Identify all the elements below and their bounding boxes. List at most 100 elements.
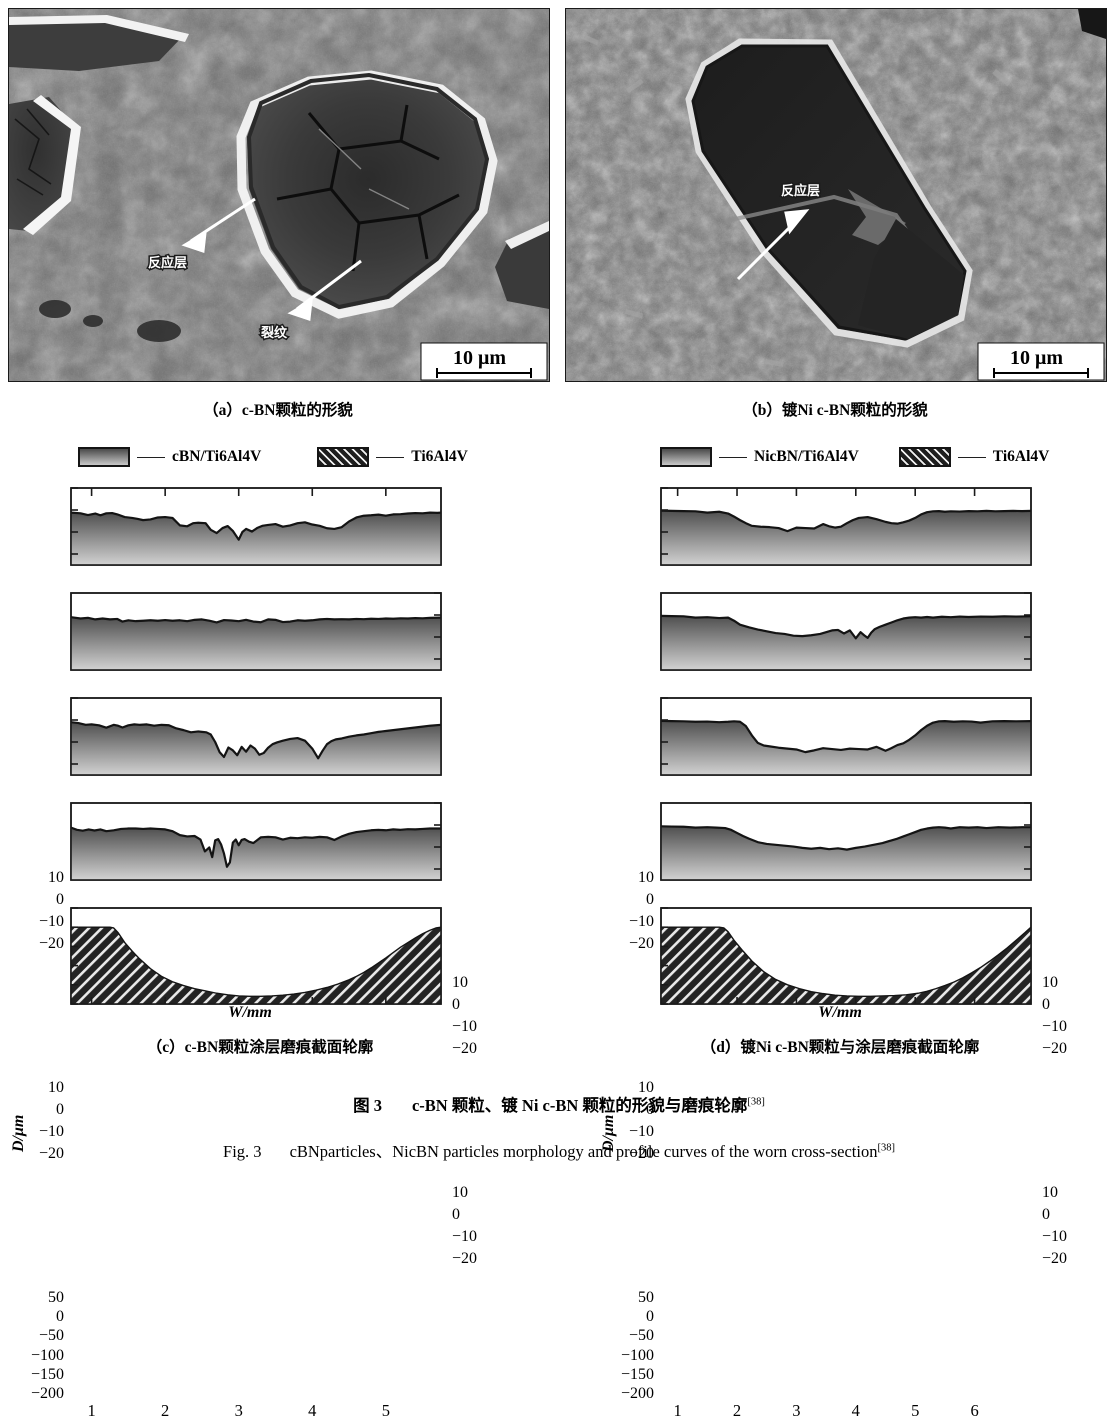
plot-area-d — [660, 487, 1032, 1005]
y-tick-c-4-10: 10 — [452, 1184, 468, 1201]
subpanel-c-3 — [70, 697, 442, 776]
legend-dash-icon — [957, 456, 986, 458]
x-tick-d-1: 1 — [673, 1401, 682, 1420]
y-tick-c-5--200: −200 — [30, 1385, 64, 1402]
y-tick-c-3--10: −10 — [38, 1123, 64, 1140]
x-axis-label-c: W/mm — [228, 1004, 272, 1021]
y-tick-c-5-0: 0 — [56, 1308, 64, 1326]
x-tick-d-5: 5 — [911, 1401, 920, 1420]
panel-caption-a: （a）c-BN颗粒的形貌 — [203, 402, 353, 419]
y-tick-d-5--150: −150 — [620, 1365, 654, 1383]
y-tick-d-5--200: −200 — [620, 1385, 654, 1402]
profile-charts-row: cBN/Ti6Al4V Ti6Al4V NicBN/Ti6Al4V Ti6Al4… — [0, 392, 1118, 1420]
legend-entry-c-1: Ti6Al4V — [317, 447, 468, 467]
sem-image-a-graphic: 反应层 裂纹 10 μm — [9, 9, 549, 381]
y-tick-c-5--50: −50 — [38, 1327, 64, 1345]
x-tick-c-3: 3 — [234, 1401, 243, 1420]
y-tick-c-2--20: −20 — [452, 1040, 478, 1057]
y-tick-d-1--10: −10 — [628, 913, 654, 930]
legend-dash-icon — [137, 456, 165, 458]
figure-caption-en-ref: [38] — [877, 1142, 895, 1154]
sem-image-a: 反应层 裂纹 10 μm — [8, 8, 550, 382]
figure-caption-cn-ref: [38] — [747, 1096, 765, 1108]
y-tick-d-2--10: −10 — [1042, 1018, 1068, 1035]
legend-label-c-1: Ti6Al4V — [411, 448, 468, 465]
subpanel-c-2 — [70, 592, 442, 671]
sem-image-b: 反应层 10 μm — [565, 8, 1107, 382]
legend-dash-icon — [376, 456, 405, 458]
y-tick-c-3--20: −20 — [38, 1145, 64, 1162]
y-tick-c-5--150: −150 — [30, 1365, 64, 1383]
panel-caption-b: （b）镀Ni c-BN颗粒的形貌 — [742, 402, 928, 419]
legend-entry-d-1: Ti6Al4V — [898, 447, 1049, 467]
x-tick-d-6: 6 — [970, 1401, 979, 1420]
sem-image-b-graphic: 反应层 10 μm — [566, 9, 1106, 381]
y-tick-c-5-50: 50 — [48, 1289, 64, 1306]
y-tick-d-4-0: 0 — [1042, 1206, 1050, 1223]
subpanel-d-5 — [660, 907, 1032, 1005]
y-tick-d-3--10: −10 — [628, 1123, 654, 1140]
x-tick-d-4: 4 — [851, 1401, 860, 1420]
y-tick-d-5--50: −50 — [628, 1327, 654, 1345]
y-tick-c-5--100: −100 — [30, 1346, 64, 1364]
y-tick-d-5-0: 0 — [646, 1308, 654, 1326]
x-axis-label-d: W/mm — [818, 1004, 862, 1021]
y-tick-c-2-10: 10 — [452, 974, 468, 991]
y-tick-d-3-0: 0 — [646, 1101, 654, 1118]
subpanel-d-3 — [660, 697, 1032, 776]
y-tick-d-3--20: −20 — [628, 1145, 654, 1162]
y-tick-d-1-10: 10 — [638, 869, 654, 886]
subpanel-d-2 — [660, 592, 1032, 671]
sem-a-scalebar-label: 10 μm — [453, 347, 506, 369]
y-tick-d-5--100: −100 — [620, 1346, 654, 1364]
y-tick-c-3-10: 10 — [48, 1079, 64, 1096]
legend-chart-d: NicBN/Ti6Al4V Ti6Al4V — [660, 444, 1049, 470]
legend-dash-icon — [719, 456, 747, 458]
subpanel-c-1 — [70, 487, 442, 566]
panel-caption-d: （d）镀Ni c-BN颗粒与涂层磨痕截面轮廓 — [700, 1039, 980, 1056]
legend-swatch-gradient — [660, 447, 712, 467]
y-tick-c-1-10: 10 — [48, 869, 64, 886]
legend-entry-d-0: NicBN/Ti6Al4V — [660, 447, 859, 467]
y-tick-d-2--20: −20 — [1042, 1040, 1068, 1057]
y-tick-c-1-0: 0 — [56, 891, 64, 908]
legend-label-c-0: cBN/Ti6Al4V — [172, 448, 262, 465]
x-tick-d-3: 3 — [792, 1401, 801, 1420]
sem-b-scalebar-label: 10 μm — [1010, 347, 1063, 369]
figure-caption-en-text: cBNparticles、NicBN particles morphology … — [289, 1142, 878, 1161]
y-tick-d-1--20: −20 — [628, 935, 654, 952]
x-tick-c-2: 2 — [161, 1401, 170, 1420]
y-tick-c-3-0: 0 — [56, 1101, 64, 1118]
figure-caption-cn-text: c-BN 颗粒、镀 Ni c-BN 颗粒的形貌与磨痕轮廓 — [411, 1096, 748, 1115]
legend-swatch-hatch — [317, 447, 370, 467]
y-tick-d-1-0: 0 — [646, 891, 654, 908]
subpanel-c-5 — [70, 907, 442, 1005]
sem-image-row: 反应层 裂纹 10 μm — [0, 0, 1118, 419]
subpanel-c-4 — [70, 802, 442, 881]
sem-a-annotation-0: 反应层 — [148, 255, 187, 270]
sem-b-annotation-0: 反应层 — [781, 183, 820, 198]
figure-caption-en-prefix: Fig. 3 — [223, 1142, 262, 1161]
legend-entry-c-0: cBN/Ti6Al4V — [78, 447, 261, 467]
y-tick-c-4--20: −20 — [452, 1250, 478, 1267]
x-tick-c-5: 5 — [381, 1401, 390, 1420]
figure-caption-cn-prefix: 图 3 — [353, 1096, 382, 1115]
y-tick-d-4-10: 10 — [1042, 1184, 1058, 1201]
y-tick-d-2-10: 10 — [1042, 974, 1058, 991]
x-tick-d-2: 2 — [732, 1401, 742, 1420]
panel-caption-c: （c）c-BN颗粒涂层磨痕截面轮廓 — [146, 1039, 374, 1056]
y-tick-c-1--20: −20 — [38, 935, 64, 952]
y-tick-c-4-0: 0 — [452, 1206, 460, 1223]
x-tick-c-4: 4 — [308, 1401, 317, 1420]
legend-swatch-gradient — [78, 447, 130, 467]
sem-a-annotation-1: 裂纹 — [260, 325, 288, 340]
y-tick-d-4--10: −10 — [1042, 1228, 1068, 1245]
legend-swatch-hatch — [898, 447, 951, 467]
y-tick-d-2-0: 0 — [1042, 996, 1050, 1013]
subpanel-d-1 — [660, 487, 1032, 566]
y-tick-d-3-10: 10 — [638, 1079, 654, 1096]
x-tick-c-1: 1 — [87, 1401, 96, 1420]
y-tick-d-5-50: 50 — [638, 1289, 654, 1306]
figure-caption-en: Fig. 3 cBNparticles、NicBN particles morp… — [0, 1138, 1118, 1162]
y-tick-d-4--20: −20 — [1042, 1250, 1068, 1267]
